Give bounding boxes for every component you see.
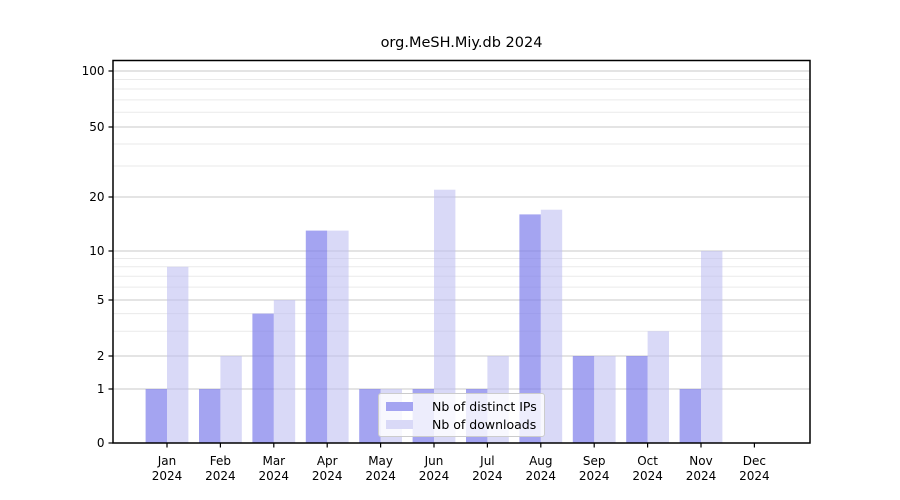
x-tick-label-month: Sep [583,454,606,468]
legend-item-distinct-ips: Nb of distinct IPs [386,399,538,414]
x-tick-label-month: Aug [529,454,552,468]
y-tick-label: 0 [97,436,105,450]
x-tick-label-month: Oct [637,454,658,468]
bar-ips-aug [519,214,541,443]
x-tick-label-year: 2024 [472,469,503,483]
plot-border [112,59,811,444]
bar-ips-oct [626,356,648,443]
bar-downloads-jan [167,266,189,443]
y-tick-label: 10 [89,244,104,258]
bar-ips-may [359,389,381,443]
x-tick-label-year: 2024 [419,469,450,483]
legend-label-ips: Nb of distinct IPs [432,398,537,414]
chart-title: org.MeSH.Miy.db 2024 [380,35,543,51]
x-tick-label-year: 2024 [205,469,236,483]
bar-downloads-feb [220,356,242,443]
bar-downloads-sep [594,356,616,443]
legend: Nb of distinct IPs Nb of downloads [378,393,545,437]
x-tick-label-year: 2024 [152,469,183,483]
bar-ips-nov [679,389,701,443]
y-tick-label: 50 [89,120,104,134]
bar-ips-apr [305,230,328,443]
bar-downloads-aug [540,209,563,443]
y-tick-label: 5 [97,293,105,307]
x-tick-label-month: May [368,454,393,468]
y-tick-label: 2 [97,349,105,363]
x-tick-label-month: Apr [317,454,338,468]
x-tick-label-year: 2024 [526,469,557,483]
x-tick-label-month: Jun [424,454,444,468]
y-tick-label: 20 [89,190,104,204]
bar-downloads-jun [434,189,456,443]
bar-ips-mar [252,313,274,443]
x-tick-label-month: Feb [210,454,231,468]
x-tick-label-year: 2024 [365,469,396,483]
legend-item-downloads: Nb of downloads [386,417,538,432]
bar-downloads-nov [701,251,723,443]
x-tick-label-month: Jan [157,454,177,468]
y-tick-label: 1 [97,382,105,396]
x-tick-label-month: Jul [479,454,494,468]
x-tick-label-month: Mar [262,454,285,468]
y-tick-label: 100 [82,64,105,78]
bar-downloads-oct [647,331,669,443]
bar-ips-jan [145,389,167,443]
x-tick-label-year: 2024 [579,469,610,483]
legend-swatch-ips [386,401,413,411]
bar-downloads-mar [273,300,296,443]
x-tick-label-year: 2024 [632,469,663,483]
bar-ips-sep [572,356,595,443]
legend-swatch-downloads [386,419,413,429]
x-tick-label-month: Nov [689,454,712,468]
x-tick-label-year: 2024 [259,469,290,483]
x-tick-label-month: Dec [743,454,766,468]
bar-ips-feb [199,389,221,443]
x-tick-label-year: 2024 [686,469,717,483]
bar-downloads-apr [327,230,349,443]
x-tick-label-year: 2024 [312,469,343,483]
legend-label-downloads: Nb of downloads [432,416,537,432]
x-tick-label-year: 2024 [739,469,770,483]
